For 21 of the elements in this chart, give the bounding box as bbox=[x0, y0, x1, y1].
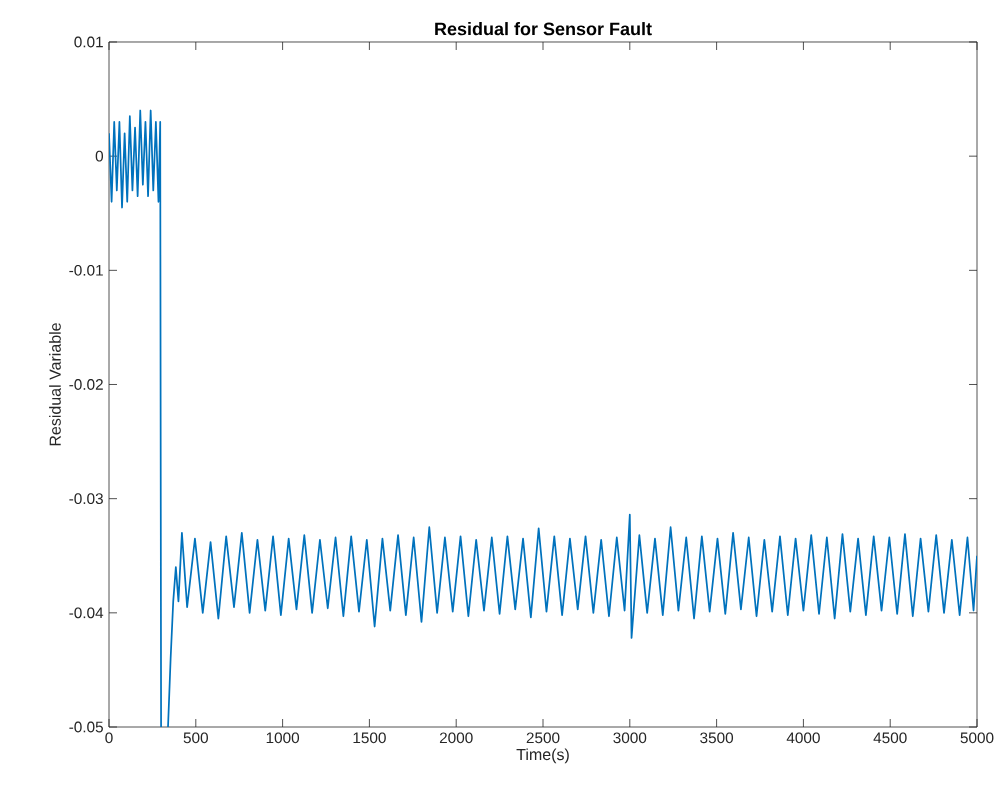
x-tick-label: 5000 bbox=[960, 732, 994, 744]
x-tick-label: 1500 bbox=[353, 732, 386, 744]
y-tick-label: -0.02 bbox=[69, 379, 103, 390]
y-tick-label: -0.01 bbox=[69, 264, 103, 276]
x-tick-label: 2000 bbox=[439, 732, 473, 744]
x-axis-title: Time(s) bbox=[516, 748, 569, 764]
y-tick-label: -0.04 bbox=[69, 607, 104, 619]
y-tick-label: 0.01 bbox=[74, 36, 103, 48]
x-tick-label: 0 bbox=[105, 732, 113, 744]
x-tick-label: 3500 bbox=[700, 732, 734, 744]
chart-title: Residual for Sensor Fault bbox=[435, 22, 652, 36]
x-tick-label: 2500 bbox=[526, 732, 560, 744]
y-tick-label: -0.05 bbox=[69, 721, 103, 733]
x-tick-label: 4000 bbox=[786, 732, 820, 744]
x-tick-label: 500 bbox=[183, 732, 208, 744]
y-tick-label: -0.03 bbox=[69, 493, 103, 505]
y-tick-label: 0 bbox=[95, 150, 104, 162]
x-tick-label: 1000 bbox=[266, 732, 300, 744]
y-axis-title: Residual Variable bbox=[49, 323, 61, 446]
x-tick-label: 3000 bbox=[613, 732, 647, 744]
x-tick-label: 4500 bbox=[873, 732, 907, 744]
